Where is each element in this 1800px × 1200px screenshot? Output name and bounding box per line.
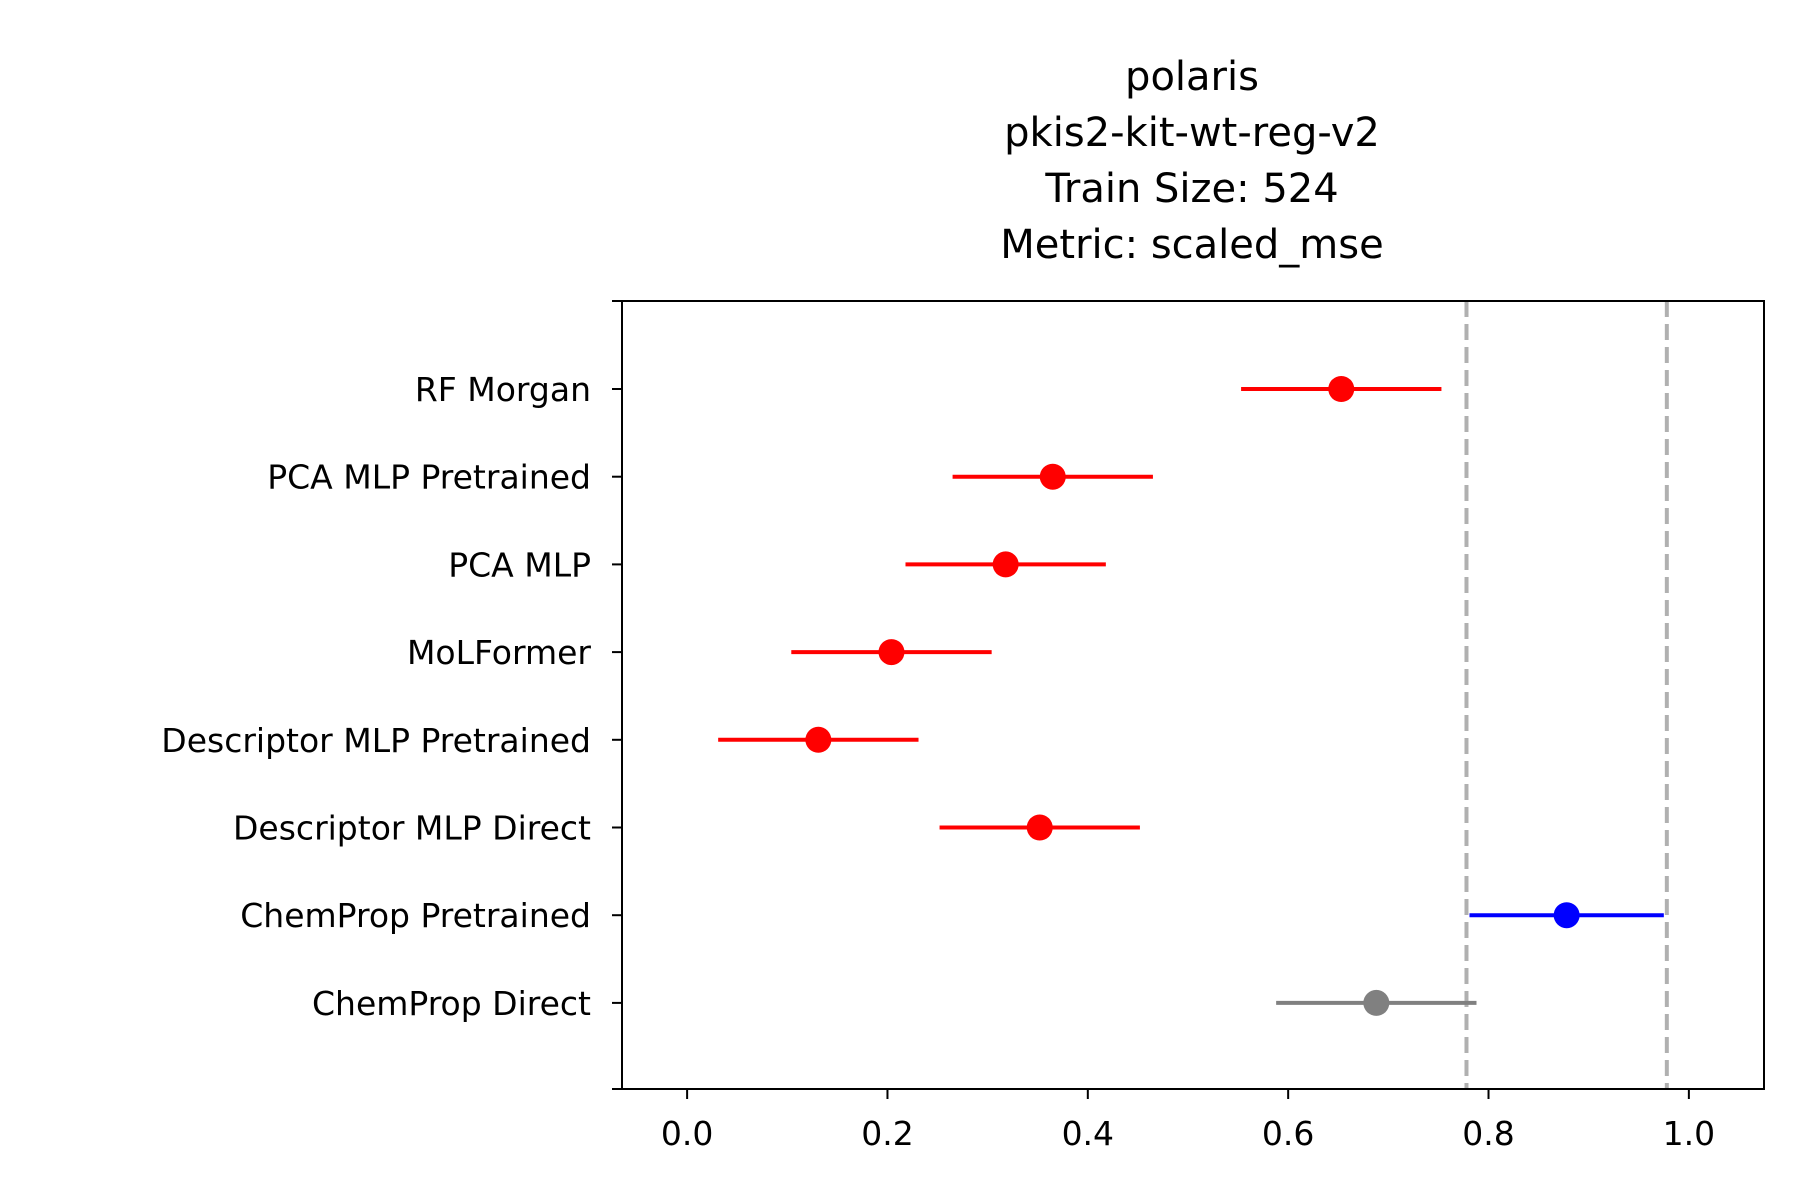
data-point [878,639,905,666]
x-tick-label: 0.6 [1262,1114,1314,1153]
x-tick-label: 0.0 [661,1114,713,1153]
title-line: Train Size: 524 [1044,166,1338,212]
y-tick-label: MoLFormer [407,633,591,672]
y-tick-label: ChemProp Pretrained [240,896,591,935]
data-point [992,551,1019,578]
title-line: pkis2-kit-wt-reg-v2 [1004,110,1380,156]
data-point [1328,376,1355,402]
y-tick-label: PCA MLP [448,545,591,584]
y-tick-label: PCA MLP Pretrained [267,458,591,497]
x-tick-label: 0.4 [1062,1114,1114,1153]
y-tick-label: RF Morgan [415,370,591,409]
x-tick-label: 0.2 [861,1114,913,1153]
data-point [1553,902,1580,929]
x-axis-ticks: 0.0 0.2 0.4 0.6 0.8 1.0 [661,1089,1715,1153]
title-line: polaris [1125,54,1259,100]
data-point [805,726,832,753]
x-tick-label: 0.8 [1462,1114,1514,1153]
chart-title: polaris pkis2-kit-wt-reg-v2 Train Size: 52… [1000,54,1383,268]
data-point [1363,989,1390,1016]
x-tick-label: 1.0 [1663,1114,1715,1153]
data-points [718,376,1664,1016]
data-point [1039,463,1066,490]
plot-frame [621,300,1765,1090]
y-tick-label: Descriptor MLP Direct [233,809,591,848]
y-axis-ticks: RF Morgan PCA MLP Pretrained PCA MLP MoLFor… [161,300,622,1090]
reference-lines [1464,301,1669,1089]
y-tick-label: Descriptor MLP Pretrained [161,721,591,760]
y-tick-label: ChemProp Direct [312,984,591,1023]
data-point [1026,814,1053,841]
title-line: Metric: scaled_mse [1000,222,1383,268]
